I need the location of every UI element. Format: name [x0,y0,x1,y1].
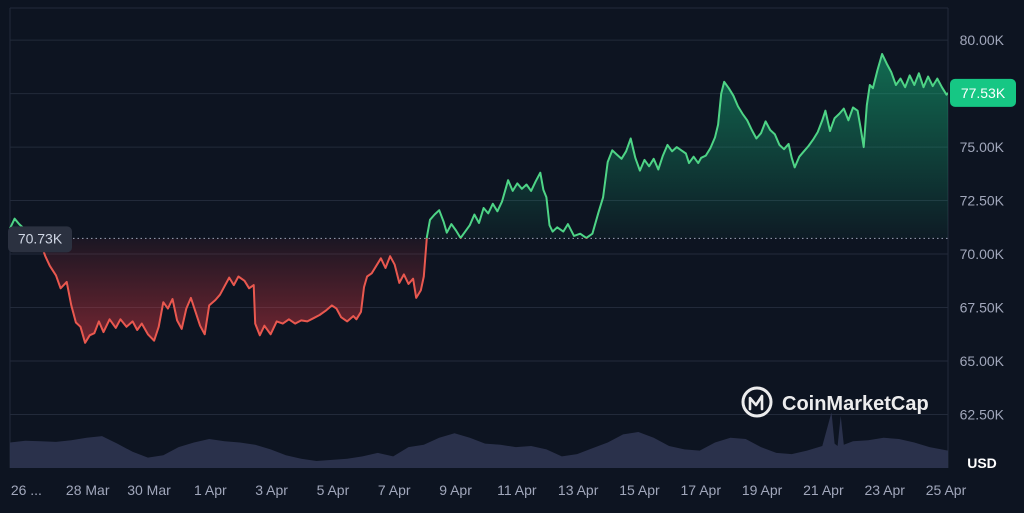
x-tick-label: 26 ... [11,482,42,498]
x-tick-label: 3 Apr [255,482,288,498]
volume-series [10,412,948,468]
x-tick-label: 1 Apr [194,482,227,498]
baseline-value-label: 70.73K [18,230,63,246]
x-tick-label: 21 Apr [803,482,844,498]
x-tick-label: 25 Apr [926,482,967,498]
coinmarketcap-logo-icon [741,386,773,418]
price-line-above-baseline [9,53,948,239]
x-tick-label: 11 Apr [497,482,537,498]
x-tick-label: 30 Mar [127,482,171,498]
x-tick-label: 9 Apr [439,482,472,498]
y-tick-label: 72.50K [960,193,1005,209]
x-tick-label: 23 Apr [864,482,905,498]
watermark: CoinMarketCap [741,386,929,418]
x-tick-label: 28 Mar [66,482,110,498]
y-tick-label: 62.50K [960,407,1005,423]
baseline-tag: 70.73K [8,226,72,253]
volume-area [10,412,948,468]
last-price-label: 77.53K [961,85,1006,101]
price-area-above-baseline [10,54,948,239]
x-tick-label: 13 Apr [558,482,599,498]
y-tick-label: 70.00K [960,246,1005,262]
y-tick-label: 75.00K [960,139,1005,155]
x-tick-label: 7 Apr [378,482,411,498]
y-tick-label: 67.50K [960,300,1005,316]
x-tick-label: 17 Apr [681,482,722,498]
last-price-tag: 77.53K [950,78,1016,107]
x-tick-label: 15 Apr [619,482,660,498]
price-line-below-baseline [31,238,588,344]
x-tick-label: 19 Apr [742,482,783,498]
watermark-text: CoinMarketCap [782,393,929,415]
x-axis: 26 ... 28 Mar 30 Mar 1 Apr 3 Apr 5 Apr 7 Apr 9 … [11,482,967,498]
y-tick-label: 80.00K [960,32,1005,48]
currency-label: USD [967,455,997,471]
x-tick-label: 5 Apr [317,482,350,498]
price-area-below-baseline [33,238,427,343]
y-tick-label: 65.00K [960,353,1005,369]
